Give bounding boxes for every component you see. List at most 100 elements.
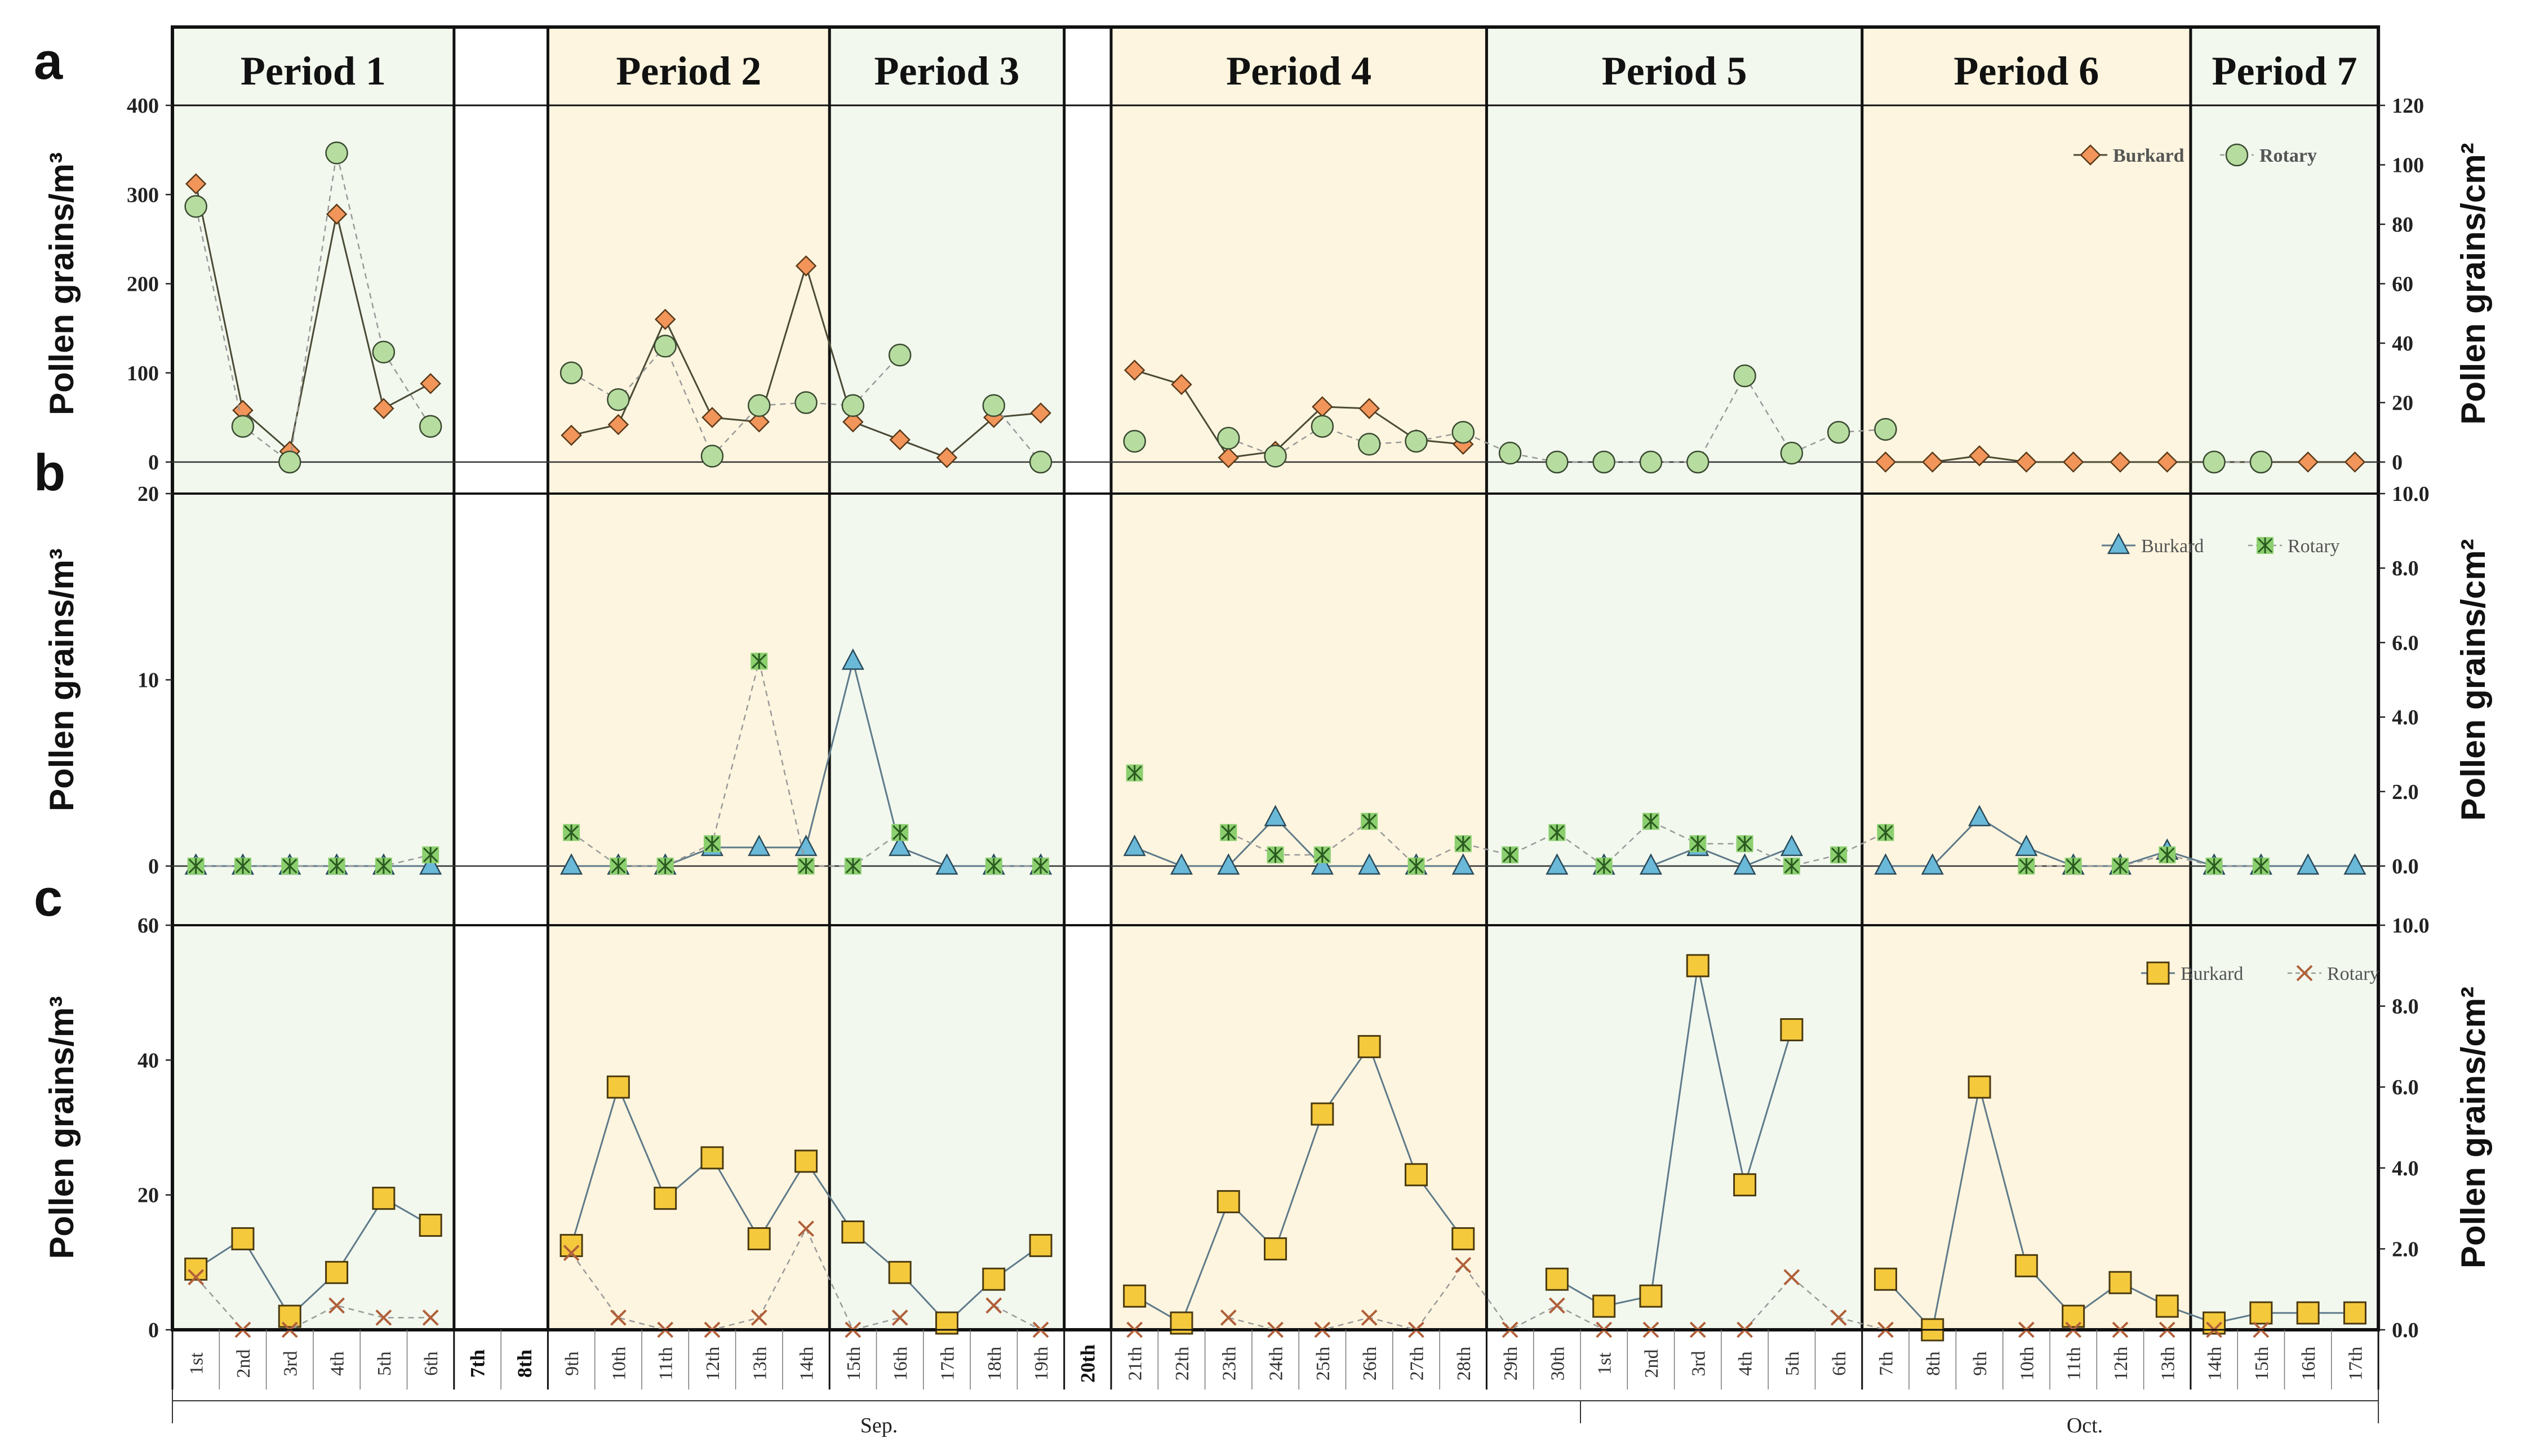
data-point [1455,1257,1472,1273]
date-label: 20th [1076,1344,1099,1383]
data-point [891,1309,908,1326]
data-point [794,1149,818,1173]
ylabel-right-b: Pollen grains/cm² [2454,539,2492,820]
data-point [561,424,582,446]
series-line-rotary [195,153,432,464]
data-point [794,834,818,856]
data-point [326,203,348,225]
data-point [935,853,958,875]
data-point [2249,450,2273,474]
legend-label-burkard: Burkard [2113,145,2184,166]
data-point [419,415,442,438]
right-tick-label: 60 [2392,273,2413,296]
right-tick-label: 10.0 [2392,914,2430,938]
data-point [1827,421,1850,444]
date-label: 18th [984,1347,1005,1380]
data-point-stroke [188,1269,205,1286]
date-label: 3rd [1688,1351,1709,1376]
data-point [420,372,441,394]
period-label-8: Period 6 [1953,48,2099,94]
date-label: 1st [1595,1352,1615,1375]
data-point [2015,834,2038,856]
legend-label-rotary: Rotary [2288,536,2340,557]
date-label: 16th [2298,1347,2319,1380]
right-tick-label: 0.0 [2392,1319,2419,1342]
date-label: 3rd [280,1351,301,1376]
right-tick-label: 8.0 [2392,995,2419,1019]
date-label: 7th [466,1350,489,1378]
date-label: 4th [1735,1351,1756,1375]
period-labels: Period 1 Period 2 Period 3 Period 4 Period 5… [241,48,2357,94]
date-label: 7th [1876,1351,1897,1375]
data-point [1877,824,1894,841]
period-bg-1 [172,27,454,1330]
data-point [703,835,721,853]
data-point [1361,813,1378,830]
series-line-rotary [1228,1263,1886,1331]
date-label: 29th [1500,1347,1521,1380]
data-point [563,824,580,841]
date-label: 11th [2064,1347,2085,1380]
data-point [1030,402,1051,424]
data-point-stroke [985,1297,1002,1314]
period-label-6: Period 4 [1226,48,1371,94]
data-point [1029,450,1053,474]
period-bg-5 [1064,27,1111,1330]
date-label: 14th [2205,1347,2226,1380]
right-tick-label: 10.0 [2392,482,2430,506]
data-point [2111,858,2129,875]
data-point [188,1269,205,1286]
date-label: 28th [1454,1347,1475,1380]
data-point [1639,853,1663,875]
data-point [1592,1294,1616,1318]
left-tick-label: 400 [127,94,159,118]
data-point [1218,447,1240,468]
data-point [748,834,771,856]
data-point [1592,450,1615,474]
data-point [841,1220,865,1244]
data-point [751,1309,767,1326]
data-point [372,1187,396,1210]
series-line-burkard [195,183,431,453]
left-tick-label: 100 [127,362,159,385]
data-series [184,141,2366,1342]
data-point [1830,1309,1847,1326]
data-point [1357,433,1381,456]
date-label: 5th [1782,1351,1803,1375]
date-label: 4th [327,1351,348,1375]
data-point [891,824,909,841]
series-line-burkard [1134,1045,1464,1325]
period-bg-7 [1486,27,1862,1330]
data-point [2159,846,2176,864]
right-tick-label: 120 [2392,94,2424,118]
data-point [1451,421,1475,444]
data-point [2110,451,2131,473]
right-tick-label: 6.0 [2392,631,2419,655]
data-point-stroke [1220,1309,1237,1326]
period-label-4: Period 3 [874,48,1019,94]
date-label: 12th [703,1347,723,1380]
month-label-sep: Sep. [860,1414,898,1437]
left-tick-label: 20 [137,482,159,506]
data-point [1780,1018,1804,1041]
data-point [747,1227,771,1250]
data-point [373,398,394,419]
data-point [1220,1309,1237,1326]
right-tick-label: 4.0 [2392,706,2419,730]
data-point [1874,853,1897,875]
data-point [187,858,205,875]
right-tick-label: 80 [2392,213,2413,237]
left-tick-label: 0 [148,451,159,474]
data-point [1264,805,1287,827]
data-point [1404,1163,1428,1187]
data-point [1217,427,1240,450]
data-point [231,415,255,438]
data-point [2018,858,2035,875]
data-point [982,1267,1006,1291]
data-point [795,255,817,277]
legend-label-rotary: Rotary [2259,145,2317,166]
left-tick-label: 0 [148,855,159,878]
date-label: 25th [1313,1347,1334,1380]
ylabel-left-c: Pollen grains/m³ [43,996,81,1259]
data-point [2108,1271,2132,1294]
